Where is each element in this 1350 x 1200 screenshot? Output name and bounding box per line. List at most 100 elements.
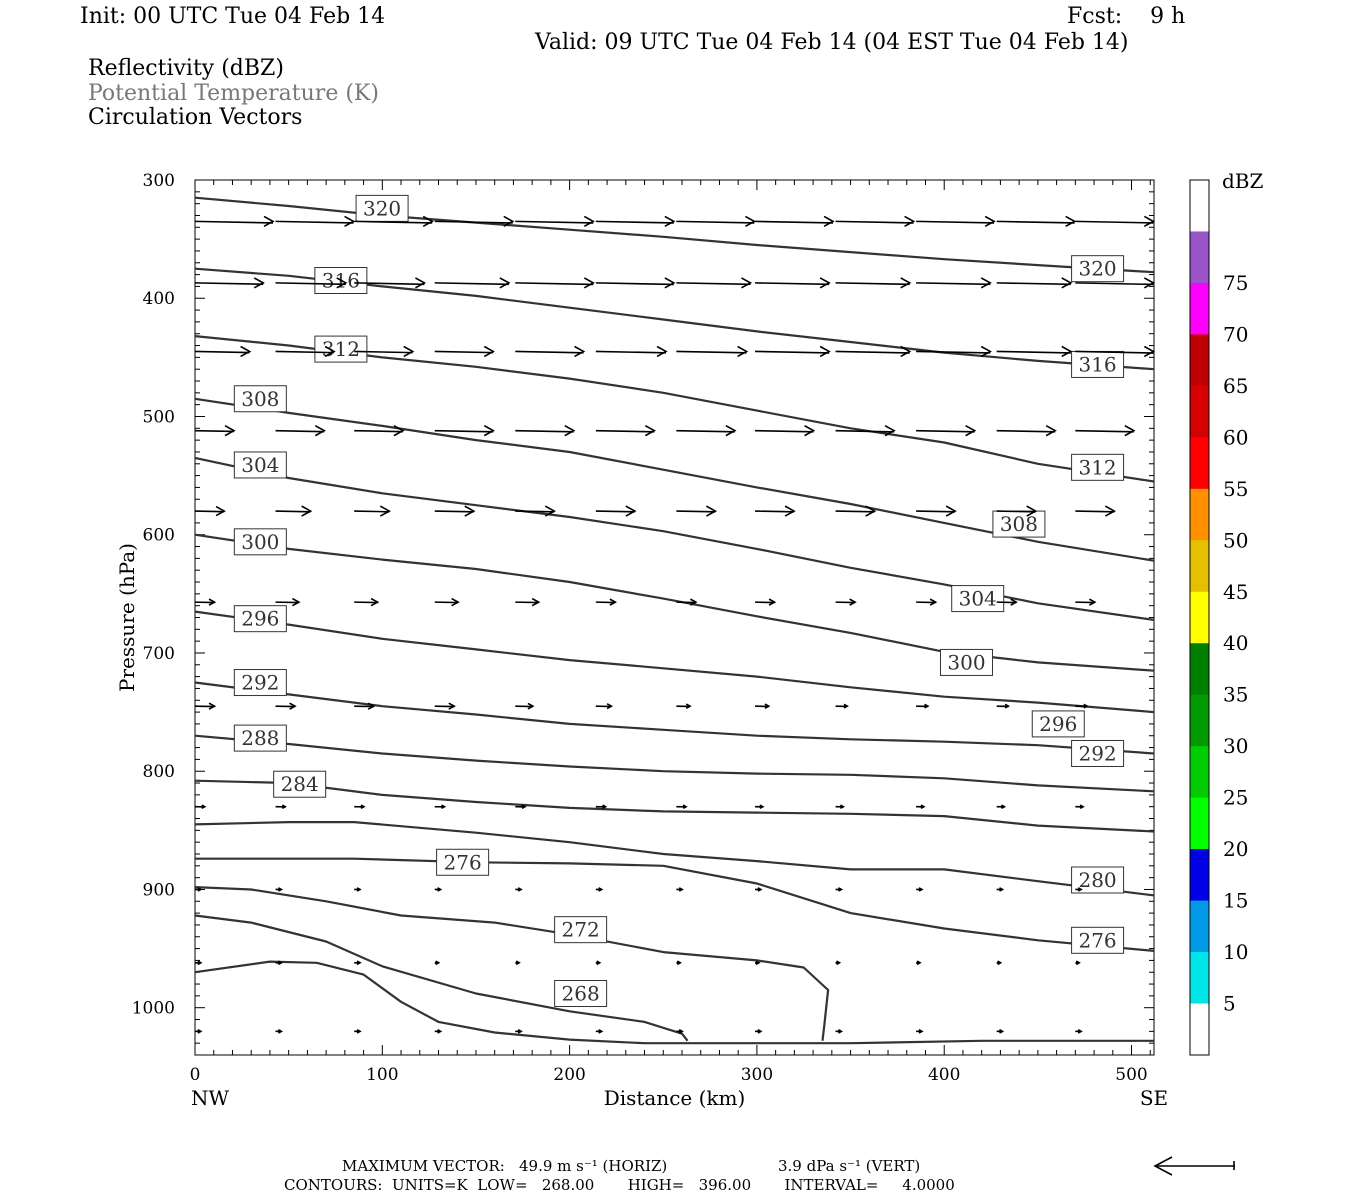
circulation-vector [194, 277, 265, 289]
contour-label-280: 280 [1078, 868, 1116, 892]
colorbar-segment [1190, 900, 1209, 953]
max-vector-horiz: 49.9 m s⁻¹ (HORIZ) [519, 1157, 668, 1175]
circulation-vector [515, 960, 521, 966]
isentrope-288 [194, 734, 1155, 793]
circulation-vector [354, 1028, 362, 1034]
circulation-vector [434, 960, 441, 966]
colorbar-tick-label: 15 [1223, 889, 1248, 913]
x-tick-label: 0 [190, 1065, 201, 1085]
circulation-vector [676, 887, 684, 892]
isentropes [194, 196, 1155, 1045]
circulation-vector [515, 345, 586, 358]
circulation-vector [835, 598, 857, 606]
circulation-vector [194, 702, 217, 710]
circulation-vector [354, 702, 376, 710]
circulation-vector [354, 960, 362, 966]
forecast-hour: Fcst: 9 h [1067, 4, 1186, 29]
colorbar-frame [1189, 179, 1210, 1056]
circulation-vector [434, 345, 495, 358]
colorbar-segment [1190, 694, 1209, 747]
isentrope-308 [194, 397, 1155, 562]
colorbar-title: dBZ [1222, 169, 1264, 193]
circulation-vector [275, 1028, 284, 1034]
y-tick-label: 800 [143, 762, 175, 782]
contour-label-296: 296 [1039, 712, 1077, 736]
y-tick-label: 400 [143, 289, 175, 309]
reference-vector-arrow [1153, 1156, 1235, 1176]
contour-label-300: 300 [241, 530, 279, 554]
circulation-vector [194, 960, 203, 966]
contour-label-272: 272 [562, 918, 600, 942]
colorbar-segment [1190, 952, 1209, 1005]
circulation-vector [434, 505, 476, 517]
isentrope-272 [194, 886, 830, 1041]
colorbar [1189, 179, 1210, 1056]
circulation-vector [916, 598, 938, 606]
contour-label-box [1071, 926, 1125, 954]
circulation-vector [515, 425, 576, 437]
x-axis-title: Distance (km) [604, 1086, 746, 1110]
contour-label-box [273, 770, 327, 798]
circulation-vector [275, 345, 336, 358]
circulation-vector [275, 804, 287, 810]
circulation-vector [194, 505, 226, 517]
circulation-vector [835, 1028, 844, 1034]
circulation-vector [275, 887, 284, 892]
circulation-vector [676, 960, 682, 966]
circulation-vector [835, 804, 846, 810]
circulation-vector [996, 598, 1018, 606]
y-tick-label: 500 [143, 407, 175, 427]
circulation-vector [515, 215, 595, 228]
circulation-vector [354, 345, 415, 358]
colorbar-tick-label: 35 [1223, 683, 1248, 707]
isentrope-292 [194, 681, 1155, 755]
colorbar-segment [1190, 488, 1209, 541]
x-tick-label: 400 [928, 1065, 960, 1085]
circulation-vectors [194, 215, 1155, 1034]
circulation-vector [676, 505, 718, 517]
circulation-vector [916, 1028, 924, 1034]
circulation-vector [916, 215, 996, 228]
colorbar-tick-label: 5 [1223, 992, 1236, 1016]
circulation-vector [1075, 425, 1136, 437]
contour-label-268: 268 [562, 982, 600, 1006]
circulation-vector [515, 277, 595, 289]
colorbar-tick-label: 55 [1223, 477, 1248, 501]
circulation-vector [996, 887, 1005, 892]
circulation-vector [275, 277, 348, 289]
colorbar-segment [1190, 849, 1209, 902]
circulation-vector [676, 425, 737, 437]
colorbar-segment [1190, 180, 1209, 232]
circulation-vector [595, 277, 676, 289]
circulation-vector [676, 215, 757, 228]
colorbar-segment [1190, 797, 1209, 850]
circulation-vector [434, 597, 460, 607]
colorbar-segment [1190, 385, 1209, 438]
circulation-vector [676, 703, 692, 709]
circulation-vector [434, 1028, 443, 1034]
circulation-vector [835, 887, 844, 892]
circulation-vector [595, 598, 617, 606]
contour-label-box [233, 385, 287, 413]
circulation-vector [1075, 804, 1085, 810]
circulation-vector [996, 960, 1003, 966]
circulation-vector [1075, 345, 1155, 358]
colorbar-tick-label: 20 [1223, 837, 1248, 861]
x-tick-label: 500 [1115, 1065, 1147, 1085]
circulation-vector [996, 703, 1011, 709]
colorbar-tick-label: 10 [1223, 940, 1248, 964]
isentrope-280 [194, 821, 1155, 897]
circulation-vector [434, 277, 511, 289]
circulation-vector [595, 960, 602, 966]
circulation-vector [194, 425, 236, 437]
circulation-vector [515, 505, 556, 517]
colorbar-segment [1190, 540, 1209, 593]
circulation-vector [996, 215, 1077, 228]
circulation-vector [916, 804, 926, 810]
x-end-label-nw: NW [191, 1086, 230, 1110]
contour-label-276: 276 [1078, 928, 1116, 952]
circulation-vector [354, 215, 434, 228]
contour-label-box [233, 605, 287, 633]
contour-label-312: 312 [1078, 455, 1116, 479]
colorbar-segment [1190, 746, 1209, 799]
